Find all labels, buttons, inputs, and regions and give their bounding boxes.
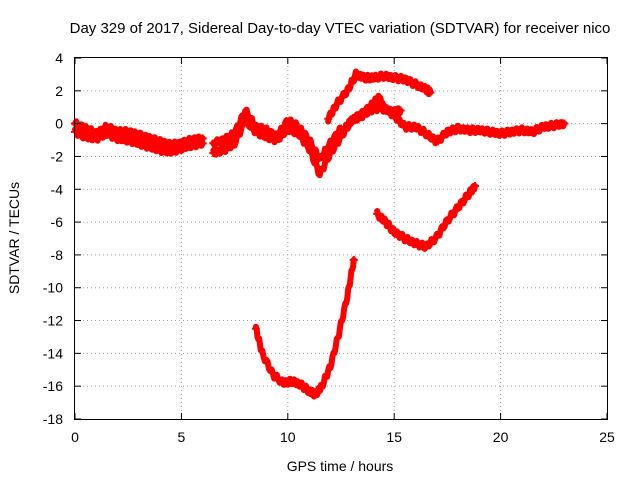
y-tick-label: -16 (43, 378, 63, 394)
x-tick-label: 25 (599, 429, 615, 445)
chart-title: Day 329 of 2017, Sidereal Day-to-day VTE… (70, 20, 611, 37)
series-recovery-endpoint (471, 181, 480, 190)
series-mid-rise (342, 92, 404, 133)
series-upper-endpoint (426, 88, 435, 97)
series-deep-dip-endpoint (349, 255, 358, 264)
series-baseline-b-endpoint (198, 139, 207, 148)
y-tick-label: -14 (43, 345, 63, 361)
series-recovery (374, 183, 479, 252)
series-upper-endpoint (324, 114, 333, 123)
y-tick-label: 4 (55, 50, 63, 66)
series-deep-dip (252, 256, 357, 400)
x-tick-label: 0 (71, 429, 79, 445)
y-tick-label: -18 (43, 411, 63, 427)
x-tick-label: 5 (178, 429, 186, 445)
series-recovery-endpoint (373, 209, 382, 218)
series-baseline-d-endpoint (209, 139, 218, 148)
y-tick-label: 2 (55, 83, 63, 99)
series-mid-rise-endpoint (396, 106, 405, 115)
series-evening-endpoint (560, 119, 569, 128)
series-upper (325, 68, 434, 125)
y-tick-label: -12 (43, 313, 63, 329)
y-axis-label: SDTVAR / TECUs (6, 182, 22, 294)
series-baseline-c-endpoint (209, 149, 218, 158)
x-tick-label: 10 (280, 429, 296, 445)
plot-frame (74, 57, 608, 420)
series-group (71, 68, 569, 400)
series-mid-rise-endpoint (341, 124, 350, 133)
series-baseline-d (210, 106, 344, 163)
grid (75, 58, 607, 419)
x-tick-label: 15 (386, 429, 402, 445)
x-tick-label: 20 (493, 429, 509, 445)
y-tick-label: -2 (51, 148, 64, 164)
y-tick-label: -10 (43, 280, 63, 296)
series-deep-dip-endpoint (251, 324, 260, 333)
y-tick-label: -6 (51, 214, 64, 230)
y-tick-label: -8 (51, 247, 64, 263)
y-tick-label: -4 (51, 181, 64, 197)
x-axis-label: GPS time / hours (287, 458, 394, 474)
series-baseline-b (72, 126, 206, 157)
y-tick-label: 0 (55, 116, 63, 132)
